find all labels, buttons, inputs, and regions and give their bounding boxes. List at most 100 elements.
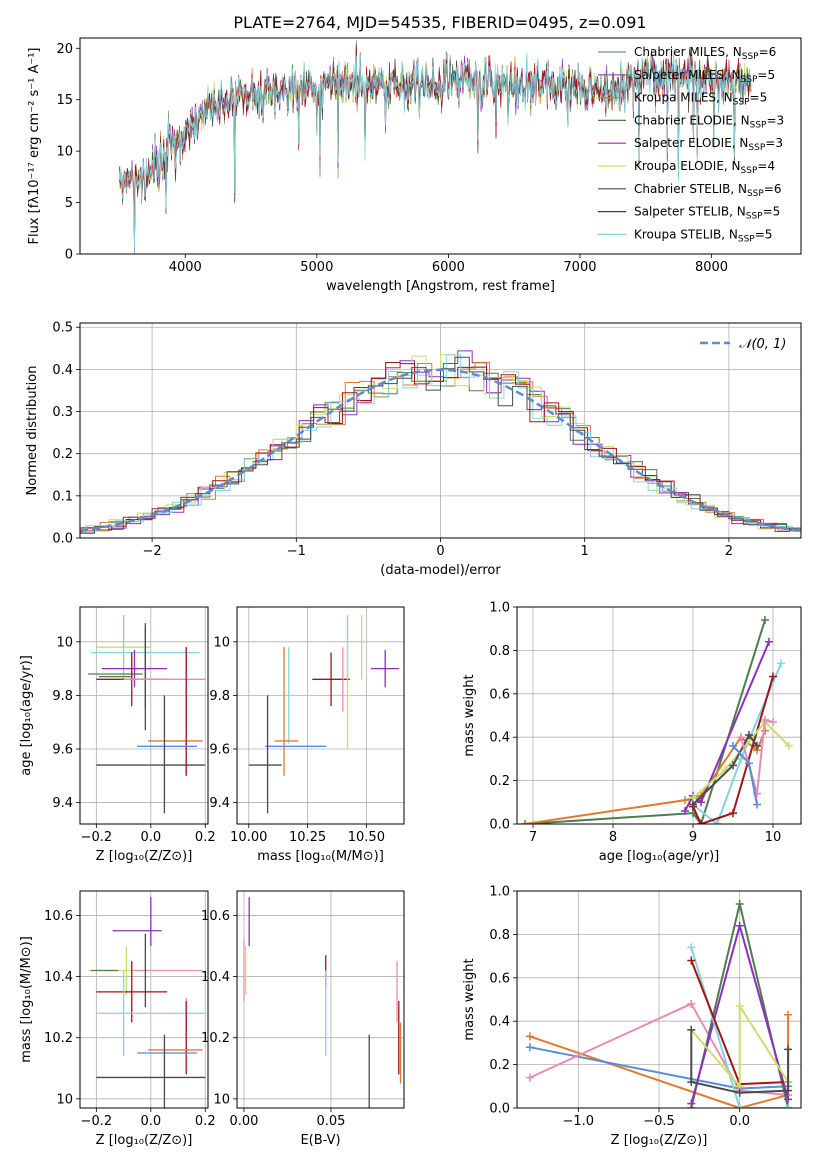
weight-line: [524, 619, 766, 824]
legend-entry: Salpeter ELODIE, NSSP=3: [634, 136, 783, 153]
histogram-step: [80, 354, 801, 531]
weight-marker: [735, 1088, 744, 1097]
weight-marker: [729, 741, 737, 750]
axes-frame: [236, 606, 405, 825]
y-tick-label: 0.4: [489, 731, 510, 746]
y-tick-label: 0.5: [52, 321, 73, 336]
y-tick-label: 10: [213, 1092, 230, 1107]
weight-marker: [689, 800, 697, 809]
residual-histogram-panel: −2 −1 0 1 2 0.0 0.1 0.2 0.3 0.4 0.5 (data-model)/er…: [25, 321, 802, 578]
y-tick-label: 10: [56, 635, 73, 650]
axes-frame: [79, 322, 802, 539]
x-tick-label: 0.05: [316, 1114, 345, 1129]
y-axis-label: Normed distribution: [25, 366, 40, 496]
y-tick-label: 0.1: [52, 489, 73, 504]
weight-line: [692, 733, 758, 806]
x-tick-label: 0.0: [140, 830, 161, 845]
x-axis-label: age [log₁₀(age/yr)]: [599, 849, 720, 864]
weight-marker: [525, 1043, 534, 1052]
x-tick-label: 0.00: [229, 1114, 258, 1129]
legend-entry: Kroupa STELIB, NSSP=5: [634, 227, 772, 244]
y-tick-label: 10.4: [44, 970, 73, 985]
y-axis-label: age [log₁₀(age/yr)]: [19, 655, 34, 776]
y-tick-label: 0: [65, 248, 73, 263]
spectrum-lines: [119, 40, 752, 254]
x-tick-label: 7000: [563, 260, 596, 275]
weight-marker: [687, 956, 696, 965]
massweight-vs-z-panel: −1.0 −0.5 0.0 0.0 0.2 0.4 0.6 0.8 1.0 Z [log₁₀(Z/…: [462, 885, 802, 1148]
x-tick-label: 10: [765, 830, 782, 845]
y-tick-label: 9.8: [52, 689, 73, 704]
x-tick-label: 0.0: [729, 1114, 750, 1129]
weight-line: [692, 663, 782, 824]
x-tick-label: 0: [436, 544, 444, 559]
x-axis-label: mass [log₁₀(M/M⊙)]: [257, 849, 384, 864]
weight-marker: [687, 1025, 696, 1034]
y-tick-label: 0.2: [489, 774, 510, 789]
weight-marker: [713, 820, 721, 824]
y-tick-label: 10: [56, 145, 73, 160]
weight-line: [690, 1002, 789, 1090]
mass-vs-z-panel: −0.2 0.0 0.2 10 10.2 10.4 10.6 Z [log₁₀(Z/Z⊙)] m…: [19, 890, 216, 1148]
x-tick-label: −0.5: [643, 1114, 675, 1129]
y-tick-label: 9.4: [209, 796, 230, 811]
y-tick-label: 0.8: [489, 644, 510, 659]
y-tick-label: 10.2: [44, 1031, 73, 1046]
weight-marker: [784, 1104, 793, 1108]
x-tick-label: 0.0: [140, 1114, 161, 1129]
weight-marker: [521, 820, 529, 824]
weight-line: [692, 676, 774, 824]
weight-marker: [735, 900, 744, 909]
y-tick-label: 0.4: [52, 363, 73, 378]
legend-entry: Kroupa MILES, NSSP=5: [634, 91, 767, 108]
weight-line: [692, 720, 790, 799]
weight-marker: [681, 806, 689, 815]
y-tick-label: 9.4: [52, 796, 73, 811]
legend-entry: Kroupa ELODIE, NSSP=4: [634, 159, 775, 176]
y-tick-label: 10.4: [201, 970, 230, 985]
x-tick-label: 4000: [169, 260, 202, 275]
y-tick-label: 0.4: [489, 1015, 510, 1030]
histogram-step: [80, 362, 801, 531]
x-tick-label: −0.2: [81, 1114, 113, 1129]
y-tick-label: 0.0: [52, 532, 73, 547]
histogram-step: [80, 356, 801, 536]
x-tick-label: 8000: [695, 260, 728, 275]
normal-curve: [80, 368, 801, 532]
x-tick-label: 10.00: [230, 830, 267, 845]
weight-marker: [729, 761, 737, 770]
x-tick-label: 0.2: [195, 830, 216, 845]
x-tick-label: −1.0: [563, 1114, 595, 1129]
weight-marker: [765, 637, 773, 646]
y-tick-label: 1.0: [489, 601, 510, 616]
axes-frame: [236, 890, 405, 1109]
y-tick-label: 9.8: [209, 689, 230, 704]
weight-marker: [785, 741, 793, 750]
weight-marker: [745, 731, 753, 740]
errorbar-points: [88, 615, 206, 814]
legend-entry: Chabrier ELODIE, NSSP=3: [634, 113, 784, 130]
y-tick-label: 9.6: [52, 742, 73, 757]
y-tick-label: 0.2: [489, 1058, 510, 1073]
weight-marker: [784, 1010, 793, 1019]
y-tick-label: 10.2: [201, 1031, 230, 1046]
errorbar-points: [243, 897, 402, 1108]
y-axis-label: mass [log₁₀(M/M⊙)]: [19, 936, 34, 1063]
spectrum-panel: 4000 5000 6000 7000 8000 0 5 10 15 20 wavelength […: [27, 37, 802, 294]
y-tick-label: 5: [65, 196, 73, 211]
x-tick-label: 9: [689, 830, 697, 845]
weight-marker: [745, 759, 753, 768]
x-tick-label: 7: [529, 830, 537, 845]
x-axis-label: Z [log₁₀(Z/Z⊙)]: [96, 849, 193, 864]
mass-vs-ebv-panel: 0.00 0.05 10 10.2 10.4 10.6 E(B-V): [201, 890, 405, 1148]
weight-marker: [525, 1032, 534, 1041]
y-tick-label: 9.6: [209, 742, 230, 757]
x-tick-label: −1: [287, 544, 306, 559]
errorbar-points: [88, 897, 206, 1108]
age-vs-z-panel: −0.2 0.0 0.2 9.4 9.6 9.8 10 Z [log₁₀(Z/Z⊙)] age …: [19, 606, 216, 864]
legend-entry: Chabrier STELIB, NSSP=6: [634, 182, 782, 199]
y-tick-label: 10: [56, 1092, 73, 1107]
x-tick-label: 1: [581, 544, 589, 559]
weight-marker: [697, 820, 705, 824]
weight-marker: [769, 718, 777, 727]
